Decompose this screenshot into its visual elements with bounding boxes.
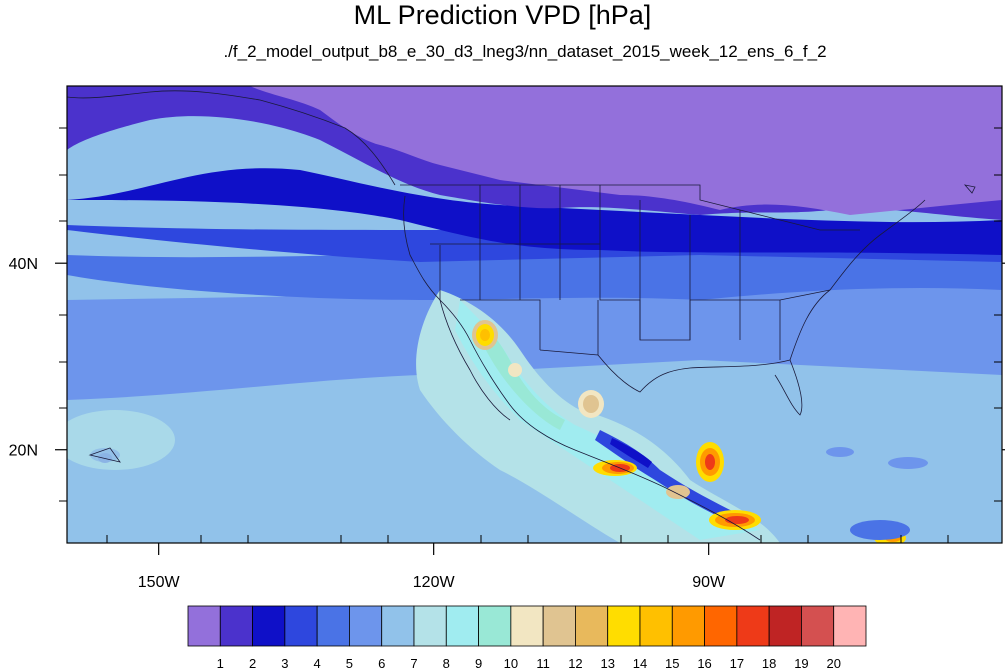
lon-tick-label: 150W [138,574,181,591]
colorbar-swatch [704,605,738,647]
colorbar-swatch [768,605,802,647]
minor-ticks [59,127,1002,543]
axis-ticks: 40N 20N 150W 120W 90W [9,256,1005,591]
colorbar-label: 8 [443,656,450,671]
colorbar-swatch [187,605,221,647]
colorbar-label: 14 [633,656,647,671]
colorbar-label: 1 [217,656,224,671]
colorbar-swatch [219,605,253,647]
colorbar-swatch [478,605,512,647]
colorbar-swatch [801,605,835,647]
lat-tick-label: 20N [9,443,38,460]
map-title: ML Prediction VPD [hPa] [353,0,652,30]
colorbar-swatch [542,605,576,647]
colorbar-label: 3 [281,656,288,671]
map-subtitle: ./f_2_model_output_b8_e_30_d3_lneg3/nn_d… [223,42,827,61]
colorbar-label: 17 [730,656,744,671]
colorbar-label: 2 [249,656,256,671]
band-level-6 [67,285,1002,400]
band-level-1 [250,86,1002,215]
colorbar-label: 10 [504,656,518,671]
colorbar-swatch [575,605,609,647]
colorbar-label: 15 [665,656,679,671]
colorbar-label: 12 [568,656,582,671]
colorbar-swatch [284,605,318,647]
colorbar-swatch [316,605,350,647]
band-level-5 [67,250,1002,300]
band-level-3 [67,168,1002,255]
colorbar-label: 18 [762,656,776,671]
colorbar-swatch [413,605,447,647]
colorbar-swatch [607,605,641,647]
colorbar-label: 4 [314,656,321,671]
colorbar-label: 16 [697,656,711,671]
lon-tick-label: 120W [413,574,456,591]
coastlines [67,90,976,541]
colorbar-label: 9 [475,656,482,671]
colorbar-label: 11 [536,656,550,671]
colorbar-swatch [381,605,415,647]
lat-tick-label: 40N [9,256,38,273]
colorbar-swatch [736,605,770,647]
colorbar-label: 7 [410,656,417,671]
colorbar-swatch [833,605,867,647]
colorbar-label: 20 [826,656,840,671]
colorbar-swatch [510,605,544,647]
colorbar: 1 2 3 4 5 6 7 8 9 10 11 12 13 14 15 16 17 18 19 20 [187,605,867,671]
colorbar-swatch [252,605,286,647]
colorbar-label: 19 [794,656,808,671]
colorbar-swatch [445,605,479,647]
colorbar-label: 13 [600,656,614,671]
colorbar-swatch [671,605,705,647]
colorbar-label: 5 [346,656,353,671]
lon-tick-label: 90W [692,574,726,591]
colorbar-swatch [639,605,673,647]
colorbar-swatch [349,605,383,647]
vpd-field [67,86,1002,543]
colorbar-label: 6 [378,656,385,671]
